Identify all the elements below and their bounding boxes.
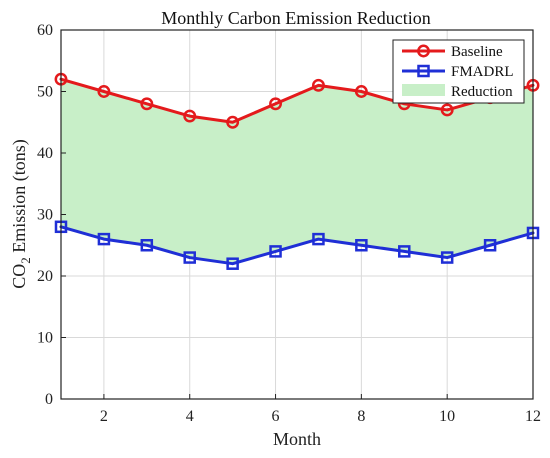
baseline-point (226, 115, 240, 129)
x-tick-label: 10 (439, 408, 455, 425)
y-tick-label: 60 (37, 22, 53, 39)
fmadrl-point (398, 245, 411, 258)
y-axis-ticks: 0 10 20 30 40 50 60 (37, 22, 66, 408)
baseline-line (59, 77, 535, 124)
fmadrl-line (59, 225, 535, 266)
x-tick-label: 12 (525, 408, 541, 425)
fmadrl-point (183, 251, 196, 264)
fmadrl-point (226, 257, 239, 270)
y-tick-label: 20 (37, 268, 53, 285)
fmadrl-point (140, 239, 154, 252)
fmadrl-point (483, 239, 497, 252)
y-tick-label: 50 (37, 84, 53, 101)
fmadrl-point (355, 239, 368, 252)
legend-fmadrl-label: FMADRL (451, 64, 514, 80)
reduction-area (61, 79, 533, 264)
chart-title: Monthly Carbon Emission Reduction (161, 8, 431, 28)
y-tick-label: 10 (37, 330, 53, 347)
y-tick-label: 30 (37, 207, 53, 224)
legend-reduction-swatch (402, 84, 445, 96)
legend: Baseline FMADRL Reduction (392, 39, 525, 104)
x-tick-label: 6 (272, 408, 280, 425)
x-axis-ticks: 2 4 6 8 10 12 (100, 394, 541, 425)
x-axis-label: Month (273, 429, 321, 449)
y-tick-label: 40 (37, 145, 53, 162)
baseline-point (354, 85, 368, 98)
baseline-point (140, 97, 154, 111)
x-tick-label: 4 (186, 408, 194, 425)
fmadrl-point (312, 232, 325, 246)
baseline-point (440, 103, 454, 117)
baseline-point (312, 78, 325, 92)
legend-reduction-label: Reduction (451, 84, 513, 100)
y-axis-label-suffix: Emission (tons) (9, 139, 30, 257)
baseline-point (269, 97, 282, 111)
fmadrl-point (269, 245, 282, 258)
y-axis-label-prefix: CO (9, 264, 29, 289)
baseline-point (183, 109, 197, 123)
fill-layer (61, 79, 533, 264)
x-tick-label: 8 (357, 408, 365, 425)
y-axis-label-subscript: 2 (18, 257, 33, 264)
fmadrl-point (97, 232, 111, 246)
y-axis-label: CO2 Emission (tons) (9, 139, 33, 289)
baseline-point (97, 85, 111, 98)
legend-baseline-marker (417, 44, 430, 58)
legend-baseline-label: Baseline (451, 44, 503, 60)
y-tick-label: 0 (45, 391, 53, 408)
fmadrl-point (440, 251, 454, 264)
legend-fmadrl-marker (417, 64, 430, 78)
x-tick-label: 2 (100, 408, 108, 425)
